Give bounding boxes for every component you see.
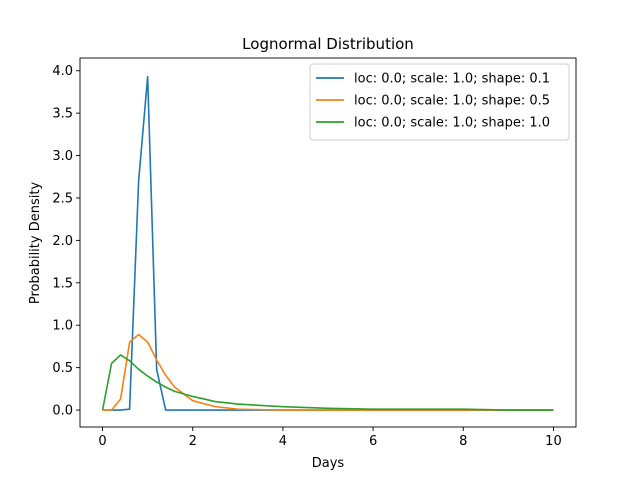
y-tick-label: 3.0	[52, 149, 73, 164]
y-tick-label: 0.0	[52, 404, 73, 419]
x-tick-label: 8	[459, 434, 467, 449]
series-line-3	[101, 354, 554, 411]
x-tick-label: 10	[545, 434, 562, 449]
axes-frame	[79, 57, 577, 428]
x-axis-label: Days	[312, 456, 345, 471]
legend-label-1: loc: 0.0; scale: 1.0; shape: 0.1	[354, 72, 550, 87]
y-tick-label: 3.5	[52, 107, 73, 122]
chart-title: Lognormal Distribution	[242, 35, 414, 53]
x-axis-ticks: 0 2 4 6 8 10	[98, 427, 562, 449]
y-axis-label: Probability Density	[28, 182, 43, 305]
legend: loc: 0.0; scale: 1.0; shape: 0.1 loc: 0.0…	[309, 63, 570, 141]
x-tick-label: 0	[98, 434, 106, 449]
x-tick-label: 4	[279, 434, 287, 449]
plot-area	[79, 57, 577, 428]
y-tick-label: 1.5	[52, 276, 73, 291]
x-tick-label: 2	[189, 434, 197, 449]
legend-label-3: loc: 0.0; scale: 1.0; shape: 1.0	[354, 116, 550, 131]
y-tick-label: 2.0	[52, 234, 73, 249]
series-line-2	[102, 333, 554, 411]
y-tick-label: 2.5	[52, 191, 73, 206]
y-tick-label: 0.5	[52, 361, 73, 376]
legend-label-2: loc: 0.0; scale: 1.0; shape: 0.5	[354, 94, 550, 109]
y-tick-label: 1.0	[52, 319, 73, 334]
legend-box	[309, 63, 570, 141]
x-tick-label: 6	[369, 434, 377, 449]
y-axis-ticks: 0.0 0.5 1.0 1.5 2.0 2.5 3.0 3.5 4.0	[52, 64, 80, 419]
y-tick-label: 4.0	[52, 64, 73, 79]
